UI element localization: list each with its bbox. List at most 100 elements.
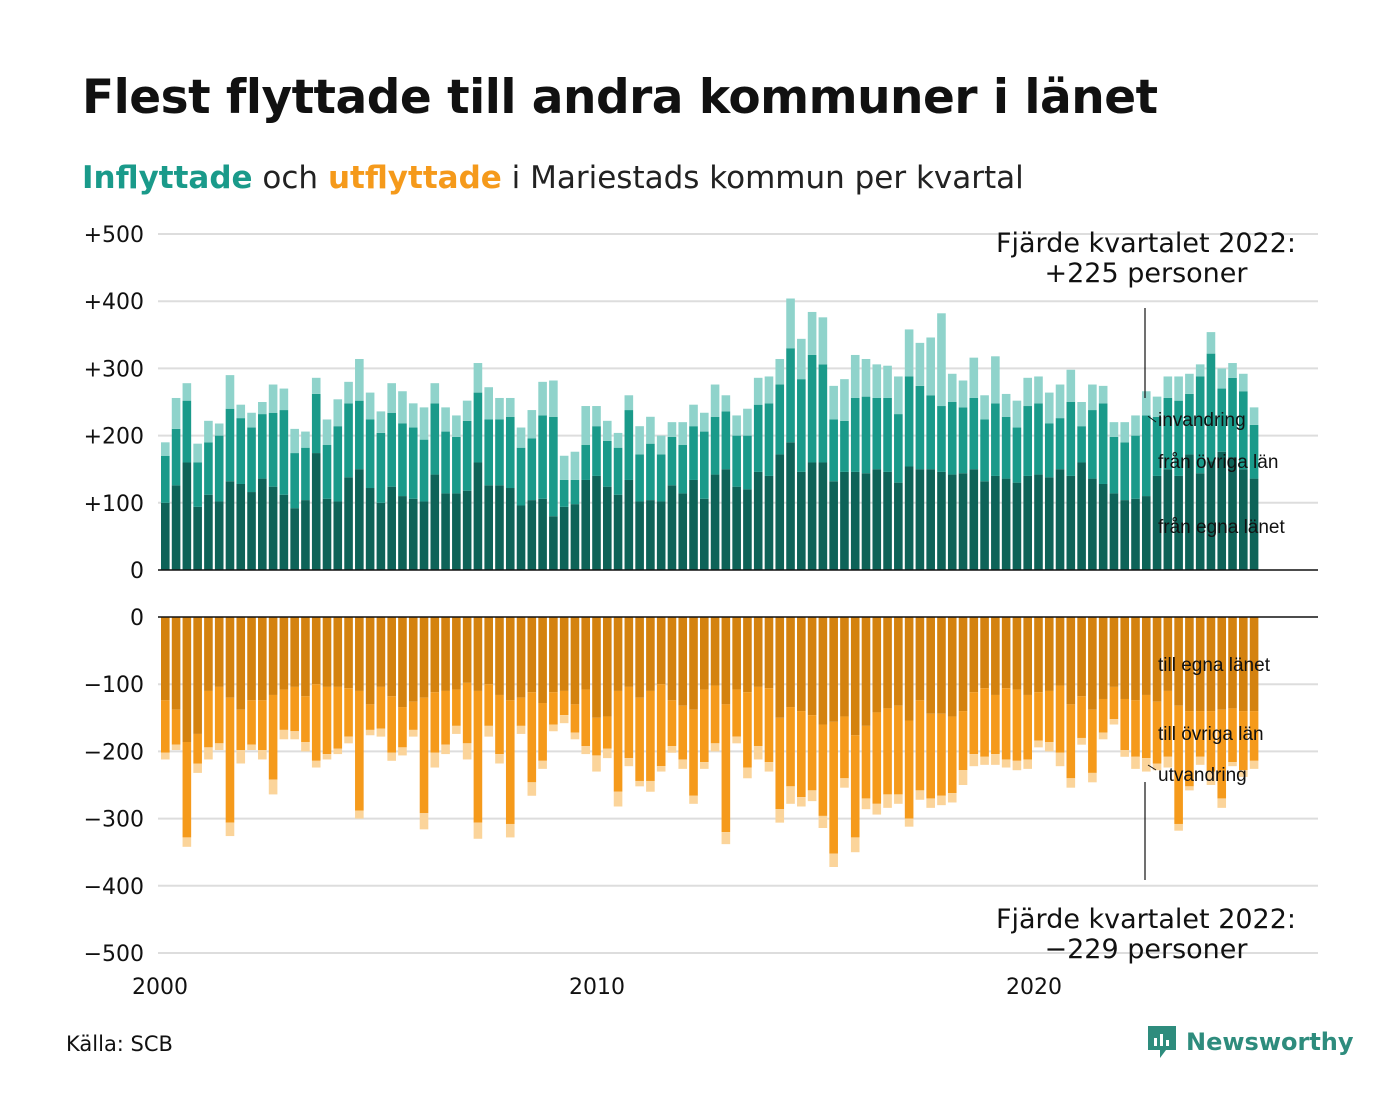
bar-in-segment [1174, 376, 1183, 401]
bar-out-segment [926, 617, 935, 714]
bar-in-segment [527, 500, 537, 570]
bar-out-segment [1044, 617, 1054, 691]
bar-in-segment [613, 494, 623, 570]
y-tick-label-bottom: −400 [84, 875, 144, 900]
bar-in-segment [204, 420, 213, 443]
bar-in-segment [387, 383, 396, 413]
bar-in-segment [322, 498, 332, 570]
bar-out-segment [786, 707, 795, 787]
bar-out-segment [204, 690, 213, 748]
bar-out-segment [559, 617, 569, 691]
bar-out-segment [958, 770, 968, 785]
bar-in-segment [214, 423, 224, 436]
bar-out-segment [355, 617, 364, 691]
bar-out-segment [333, 686, 343, 749]
bar-in-segment [1088, 478, 1097, 570]
bar-out-segment [214, 686, 224, 744]
bar-in-segment [753, 471, 763, 570]
bar-in-segment [1023, 377, 1032, 407]
bar-out-segment [214, 617, 224, 687]
bar-in-segment [1098, 403, 1108, 484]
bar-out-segment [214, 743, 224, 751]
bar-in-segment [1185, 454, 1194, 570]
bar-out-segment [980, 756, 989, 765]
bar-in-segment [904, 376, 914, 467]
bar-in-segment [592, 406, 601, 427]
bar-out-segment [1088, 709, 1097, 773]
bar-out-segment [1077, 617, 1086, 697]
bar-in-segment [592, 426, 601, 476]
bar-out-segment [700, 762, 709, 769]
bar-out-segment [1185, 711, 1194, 787]
bar-out-segment [829, 853, 838, 867]
bar-in-segment [1098, 385, 1108, 404]
bar-in-segment [505, 488, 515, 570]
bar-in-segment [549, 516, 558, 570]
bar-in-segment [1077, 402, 1086, 427]
bar-in-segment [1088, 410, 1097, 479]
bar-in-segment [732, 435, 741, 487]
bar-in-segment [710, 416, 720, 475]
bar-in-segment [926, 395, 935, 470]
bar-out-segment [958, 617, 968, 712]
bar-in-segment [182, 462, 192, 570]
bar-in-segment [721, 395, 731, 412]
bar-out-segment [473, 690, 483, 823]
bar-out-segment [613, 690, 623, 792]
bar-in-segment [505, 397, 515, 417]
bar-in-segment [635, 454, 644, 502]
bar-in-segment [1055, 418, 1065, 470]
bar-out-segment [753, 686, 763, 747]
bar-out-segment [376, 686, 386, 729]
bar-in-segment [365, 419, 375, 489]
bar-in-segment [484, 419, 493, 486]
bar-in-segment [333, 399, 343, 427]
bar-out-segment [710, 743, 720, 752]
bar-in-segment [225, 481, 235, 570]
bar-out-segment [1034, 740, 1043, 748]
bar-out-segment [861, 798, 871, 810]
bar-in-segment [171, 428, 181, 486]
bar-in-segment [689, 404, 698, 427]
bar-in-segment [861, 358, 871, 397]
bar-out-segment [171, 617, 181, 710]
bar-out-segment [635, 780, 644, 787]
bar-in-segment [786, 348, 795, 443]
bar-out-segment [1152, 701, 1162, 764]
bar-out-segment [818, 724, 828, 816]
bar-out-segment [452, 689, 461, 726]
bar-in-segment [1217, 388, 1227, 452]
bar-out-segment [1131, 700, 1140, 757]
bar-in-segment [204, 442, 213, 495]
bar-in-segment [344, 381, 353, 404]
bar-in-segment [322, 445, 332, 499]
bar-out-segment [505, 700, 515, 824]
bar-out-segment [807, 617, 817, 716]
bar-out-segment [527, 617, 537, 693]
bar-out-segment [376, 617, 386, 687]
bar-in-segment [775, 384, 785, 455]
bar-out-segment [559, 715, 569, 724]
bar-out-segment [1163, 690, 1173, 757]
bar-in-segment [473, 392, 483, 463]
bar-in-segment [1163, 376, 1173, 398]
bar-in-segment [861, 396, 871, 474]
bar-in-segment [214, 435, 224, 502]
bar-in-segment [850, 397, 860, 472]
bar-out-segment [904, 617, 914, 721]
bar-out-segment [980, 617, 989, 689]
y-tick-label-bottom: −100 [84, 673, 144, 698]
bar-out-segment [1195, 756, 1205, 765]
bar-out-segment [807, 790, 817, 802]
bar-in-segment [743, 489, 752, 570]
bar-out-segment [1195, 617, 1205, 712]
bar-out-segment [602, 716, 612, 749]
bar-out-segment [732, 689, 741, 737]
bar-in-segment [1249, 478, 1259, 570]
bar-in-segment [1195, 364, 1205, 377]
bar-in-segment [764, 376, 774, 404]
bar-out-segment [1141, 694, 1151, 759]
bar-out-segment [689, 795, 698, 804]
bar-out-segment [1152, 617, 1162, 702]
bar-out-segment [743, 767, 752, 779]
